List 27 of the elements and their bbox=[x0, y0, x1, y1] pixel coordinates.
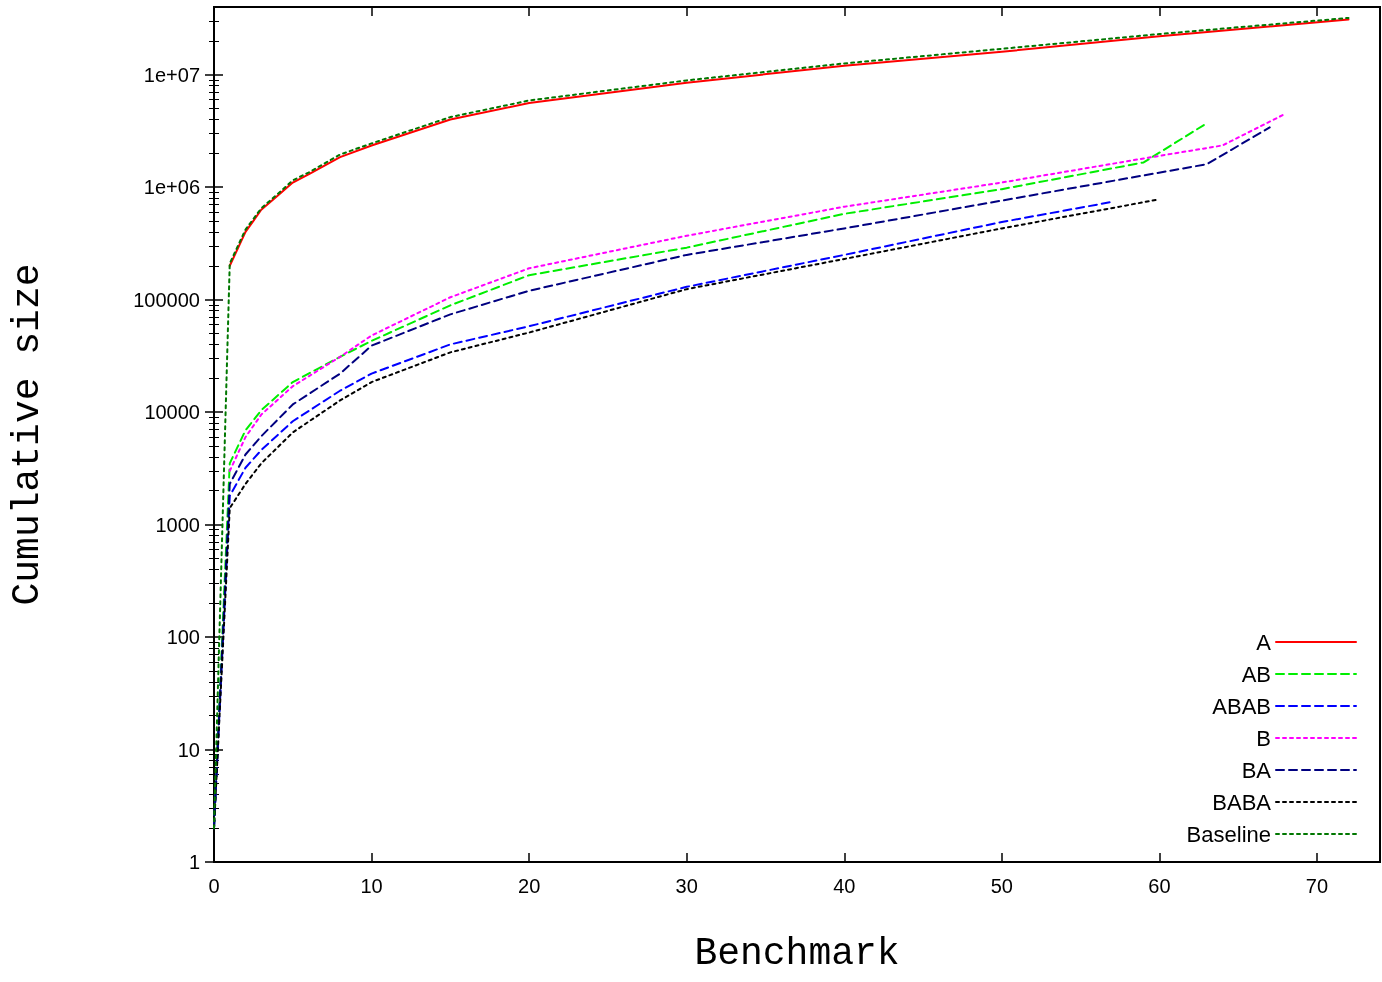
y-tick-label: 10 bbox=[177, 738, 200, 761]
legend-label: BA bbox=[1241, 757, 1272, 783]
x-tick-label: 10 bbox=[360, 875, 383, 897]
y-tick-label: 100 bbox=[166, 626, 200, 649]
y-axis-title: Cumulative size bbox=[5, 263, 49, 606]
legend-label: Baseline bbox=[1186, 821, 1271, 847]
y-tick-label: 100000 bbox=[133, 288, 200, 311]
x-tick-label: 40 bbox=[833, 875, 856, 897]
y-tick-label: 1000 bbox=[155, 513, 200, 536]
x-tick-label: 30 bbox=[675, 875, 698, 897]
legend-label: B bbox=[1256, 725, 1271, 751]
x-tick-label: 20 bbox=[518, 875, 541, 897]
y-tick-label: 1e+06 bbox=[143, 176, 200, 199]
y-tick-label: 1 bbox=[188, 851, 200, 873]
y-tick-label: 1e+07 bbox=[143, 63, 200, 86]
x-tick-label: 50 bbox=[990, 875, 1013, 897]
x-tick-label: 60 bbox=[1148, 875, 1171, 897]
legend-label: BABA bbox=[1212, 789, 1272, 815]
line-series bbox=[228, 112, 1287, 472]
y-tick-label: 10000 bbox=[144, 401, 200, 424]
x-tick-label: 0 bbox=[208, 875, 220, 897]
legend-label: AB bbox=[1241, 661, 1271, 687]
x-tick-label: 70 bbox=[1305, 875, 1329, 897]
line-series bbox=[228, 18, 1350, 267]
x-axis-title: Benchmark bbox=[694, 931, 900, 975]
legend-label: ABAB bbox=[1212, 693, 1271, 719]
legend-label: A bbox=[1256, 629, 1272, 655]
